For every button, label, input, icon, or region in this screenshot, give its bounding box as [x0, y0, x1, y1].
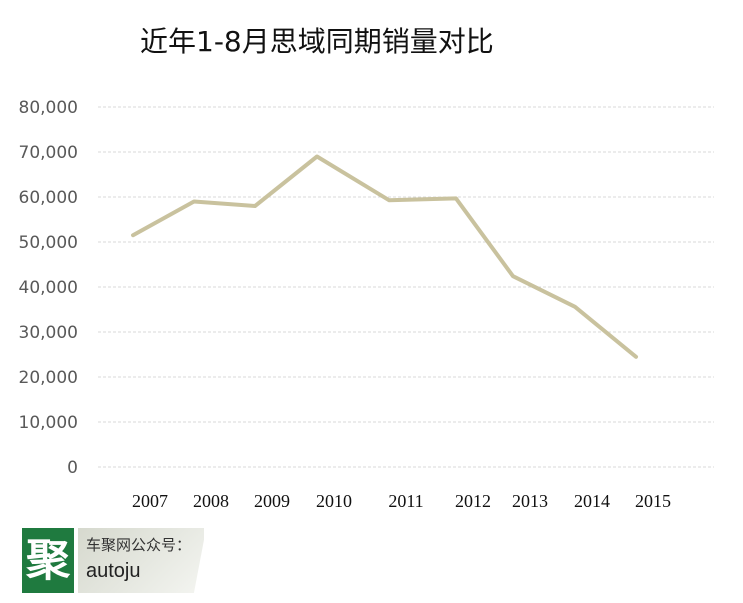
y-tick-label: 40,000 — [19, 278, 78, 298]
data-point — [316, 156, 318, 157]
chart-title: 近年1-8月思域同期销量对比 — [140, 25, 494, 58]
x-tick-label: 2015 — [635, 491, 671, 511]
y-tick-label: 30,000 — [19, 323, 78, 343]
gridlines — [98, 106, 714, 468]
y-tick-label: 50,000 — [19, 233, 78, 253]
data-point — [574, 306, 576, 308]
logo-label: 车聚网公众号： autoju — [78, 528, 204, 593]
y-tick-label: 80,000 — [19, 98, 78, 118]
y-tick-label: 0 — [67, 458, 78, 478]
data-point — [512, 275, 514, 277]
logo-mark: 聚 — [22, 528, 74, 593]
x-tick-label: 2010 — [316, 491, 352, 511]
x-tick-label: 2013 — [512, 491, 548, 511]
series-lines — [131, 154, 638, 359]
data-point — [635, 356, 637, 358]
x-axis-tick-labels: 2007 2008 2009 2010 2011 2012 2013 2014 2015 — [132, 491, 671, 511]
y-axis-tick-labels: 0 10,000 20,000 30,000 40,000 50,000 60,000 70,… — [19, 98, 78, 478]
data-point — [388, 199, 390, 201]
x-tick-label: 2011 — [388, 491, 423, 511]
autoju-logo: 聚 车聚网公众号： autoju — [22, 528, 204, 593]
x-tick-label: 2012 — [455, 491, 491, 511]
y-tick-label: 10,000 — [19, 413, 78, 433]
data-point — [132, 234, 134, 236]
logo-wechat-label: 车聚网公众号： — [86, 536, 192, 554]
x-tick-label: 2008 — [193, 491, 229, 511]
y-tick-label: 70,000 — [19, 143, 78, 163]
data-point — [193, 201, 195, 202]
y-tick-label: 60,000 — [19, 188, 78, 208]
x-tick-label: 2009 — [254, 491, 290, 511]
x-tick-label: 2007 — [132, 491, 168, 511]
series-line — [131, 154, 638, 359]
data-point — [254, 205, 256, 207]
data-point — [455, 197, 457, 199]
y-tick-label: 20,000 — [19, 368, 78, 388]
logo-account-name: autoju — [86, 560, 141, 582]
x-tick-label: 2014 — [574, 491, 610, 511]
